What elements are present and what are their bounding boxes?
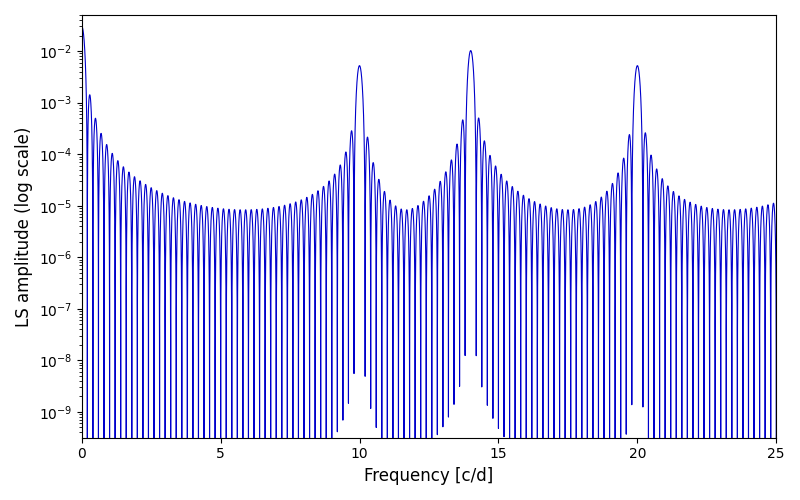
X-axis label: Frequency [c/d]: Frequency [c/d] — [364, 467, 494, 485]
Y-axis label: LS amplitude (log scale): LS amplitude (log scale) — [15, 126, 33, 326]
